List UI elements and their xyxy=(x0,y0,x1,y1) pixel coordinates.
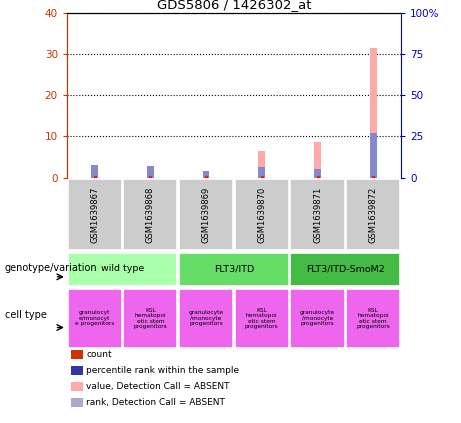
Text: value, Detection Call = ABSENT: value, Detection Call = ABSENT xyxy=(86,382,230,391)
Bar xyxy=(346,289,400,348)
Bar xyxy=(91,165,98,178)
Text: rank, Detection Call = ABSENT: rank, Detection Call = ABSENT xyxy=(86,398,225,407)
Text: granulocyte
/monocyte
progenitors: granulocyte /monocyte progenitors xyxy=(189,310,224,326)
Text: GSM1639868: GSM1639868 xyxy=(146,187,155,243)
Text: GSM1639872: GSM1639872 xyxy=(369,187,378,243)
Bar xyxy=(203,171,209,178)
Bar xyxy=(124,289,177,348)
Bar xyxy=(259,168,265,178)
Text: FLT3/ITD-SmoM2: FLT3/ITD-SmoM2 xyxy=(306,264,385,273)
Bar xyxy=(370,48,377,178)
Bar xyxy=(290,289,344,348)
Text: GSM1639870: GSM1639870 xyxy=(257,187,266,243)
Bar xyxy=(147,175,154,178)
Bar xyxy=(235,179,289,250)
Text: percentile rank within the sample: percentile rank within the sample xyxy=(86,366,239,375)
Bar xyxy=(68,289,122,348)
Text: GSM1639871: GSM1639871 xyxy=(313,187,322,243)
Text: cell type: cell type xyxy=(5,310,47,320)
Text: genotype/variation: genotype/variation xyxy=(5,263,97,273)
Bar xyxy=(124,179,177,250)
Bar xyxy=(203,177,209,178)
Text: KSL
hematopoi
etic stem
progenitors: KSL hematopoi etic stem progenitors xyxy=(134,308,167,329)
Text: count: count xyxy=(86,350,112,359)
Text: GSM1639869: GSM1639869 xyxy=(201,187,211,243)
Bar xyxy=(314,169,321,178)
Text: FLT3/ITD: FLT3/ITD xyxy=(214,264,254,273)
Bar xyxy=(346,179,400,250)
Bar xyxy=(370,133,377,178)
Bar xyxy=(68,253,177,286)
Text: GSM1639867: GSM1639867 xyxy=(90,187,99,243)
Bar xyxy=(179,253,289,286)
Text: granulocyt
e/monocyt
e progenitors: granulocyt e/monocyt e progenitors xyxy=(75,310,114,326)
Text: KSL
hematopoi
etic stem
progenitors: KSL hematopoi etic stem progenitors xyxy=(245,308,279,329)
Bar xyxy=(290,253,400,286)
Bar xyxy=(179,289,233,348)
Title: GDS5806 / 1426302_at: GDS5806 / 1426302_at xyxy=(157,0,311,11)
Text: wild type: wild type xyxy=(101,264,144,273)
Bar xyxy=(147,166,154,178)
Bar xyxy=(290,179,344,250)
Bar xyxy=(179,179,233,250)
Text: KSL
hematopoi
etic stem
progenitors: KSL hematopoi etic stem progenitors xyxy=(356,308,390,329)
Text: granulocyte
/monocyte
progenitors: granulocyte /monocyte progenitors xyxy=(300,310,335,326)
Bar xyxy=(68,179,122,250)
Bar xyxy=(314,142,321,178)
Bar xyxy=(235,289,289,348)
Bar xyxy=(91,176,98,178)
Bar xyxy=(259,151,265,178)
